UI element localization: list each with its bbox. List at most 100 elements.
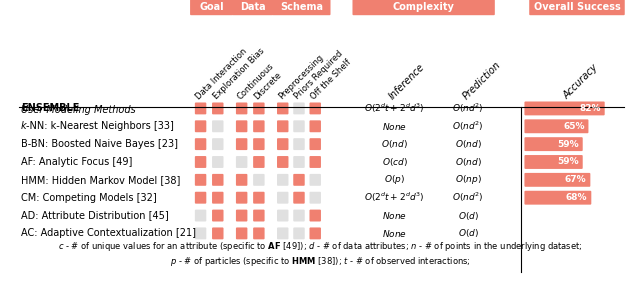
FancyBboxPatch shape bbox=[524, 173, 590, 187]
Text: $O(2^{d}t + 2^{d}d^{3})$: $O(2^{d}t + 2^{d}d^{3})$ bbox=[364, 191, 425, 204]
FancyBboxPatch shape bbox=[529, 0, 625, 15]
Text: 68%: 68% bbox=[566, 193, 588, 202]
FancyBboxPatch shape bbox=[310, 228, 321, 239]
FancyBboxPatch shape bbox=[195, 228, 206, 239]
FancyBboxPatch shape bbox=[293, 120, 305, 132]
Text: Complexity: Complexity bbox=[393, 2, 454, 12]
Text: Discrete: Discrete bbox=[253, 70, 284, 102]
FancyBboxPatch shape bbox=[236, 228, 248, 239]
FancyBboxPatch shape bbox=[212, 156, 223, 168]
Text: $O(p)$: $O(p)$ bbox=[384, 173, 405, 186]
FancyBboxPatch shape bbox=[195, 138, 206, 150]
FancyBboxPatch shape bbox=[524, 137, 582, 151]
FancyBboxPatch shape bbox=[253, 174, 264, 186]
FancyBboxPatch shape bbox=[277, 174, 289, 186]
FancyBboxPatch shape bbox=[195, 192, 206, 204]
FancyBboxPatch shape bbox=[277, 192, 289, 204]
Text: $O(nd^{2})$: $O(nd^{2})$ bbox=[452, 120, 484, 133]
FancyBboxPatch shape bbox=[277, 102, 289, 114]
FancyBboxPatch shape bbox=[253, 228, 264, 239]
FancyBboxPatch shape bbox=[277, 228, 289, 239]
Text: Priors Required: Priors Required bbox=[292, 50, 344, 102]
FancyBboxPatch shape bbox=[195, 102, 206, 114]
FancyBboxPatch shape bbox=[232, 0, 273, 15]
FancyBboxPatch shape bbox=[253, 210, 264, 221]
FancyBboxPatch shape bbox=[277, 120, 289, 132]
FancyBboxPatch shape bbox=[253, 192, 264, 204]
Text: $O(nd)$: $O(nd)$ bbox=[454, 156, 481, 168]
Text: AD: Attribute Distribution [45]: AD: Attribute Distribution [45] bbox=[21, 211, 169, 221]
Text: $O(nd)$: $O(nd)$ bbox=[454, 138, 481, 150]
Text: $O(nd^{2})$: $O(nd^{2})$ bbox=[452, 191, 484, 204]
Text: Data Interaction: Data Interaction bbox=[194, 47, 249, 102]
FancyBboxPatch shape bbox=[293, 228, 305, 239]
Text: k: k bbox=[21, 121, 27, 131]
FancyBboxPatch shape bbox=[272, 0, 330, 15]
FancyBboxPatch shape bbox=[212, 120, 223, 132]
Text: $O(np)$: $O(np)$ bbox=[454, 173, 481, 186]
FancyBboxPatch shape bbox=[310, 210, 321, 221]
Text: Overall Success: Overall Success bbox=[534, 2, 620, 12]
Text: Exploration Bias: Exploration Bias bbox=[211, 47, 266, 102]
FancyBboxPatch shape bbox=[277, 210, 289, 221]
FancyBboxPatch shape bbox=[236, 192, 248, 204]
Text: Data: Data bbox=[240, 2, 266, 12]
Text: 59%: 59% bbox=[557, 140, 579, 149]
FancyBboxPatch shape bbox=[212, 174, 223, 186]
Text: Goal: Goal bbox=[199, 2, 224, 12]
FancyBboxPatch shape bbox=[253, 120, 264, 132]
Text: ENSEMBLE: ENSEMBLE bbox=[21, 103, 79, 113]
FancyBboxPatch shape bbox=[353, 0, 495, 15]
FancyBboxPatch shape bbox=[253, 138, 264, 150]
FancyBboxPatch shape bbox=[195, 156, 206, 168]
Text: Off the Shelf: Off the Shelf bbox=[309, 58, 353, 102]
Text: $O(nd)$: $O(nd)$ bbox=[381, 138, 408, 150]
FancyBboxPatch shape bbox=[236, 120, 248, 132]
Text: Continuous: Continuous bbox=[236, 61, 275, 102]
FancyBboxPatch shape bbox=[524, 119, 588, 133]
FancyBboxPatch shape bbox=[236, 174, 248, 186]
FancyBboxPatch shape bbox=[236, 102, 248, 114]
FancyBboxPatch shape bbox=[195, 210, 206, 221]
FancyBboxPatch shape bbox=[310, 138, 321, 150]
FancyBboxPatch shape bbox=[212, 138, 223, 150]
FancyBboxPatch shape bbox=[293, 210, 305, 221]
FancyBboxPatch shape bbox=[212, 192, 223, 204]
FancyBboxPatch shape bbox=[293, 102, 305, 114]
Text: $O(2^{d}t + 2^{d}d^{3})$: $O(2^{d}t + 2^{d}d^{3})$ bbox=[364, 102, 425, 115]
Text: -NN: k-Nearest Neighbors [33]: -NN: k-Nearest Neighbors [33] bbox=[26, 121, 173, 131]
FancyBboxPatch shape bbox=[277, 156, 289, 168]
Text: 82%: 82% bbox=[579, 104, 601, 113]
Text: AF: Analytic Focus [49]: AF: Analytic Focus [49] bbox=[21, 157, 132, 167]
FancyBboxPatch shape bbox=[310, 156, 321, 168]
FancyBboxPatch shape bbox=[195, 174, 206, 186]
Text: $c$ - # of unique values for an attribute (specific to $\mathbf{AF}$ [49]); $d$ : $c$ - # of unique values for an attribut… bbox=[58, 240, 582, 268]
Text: HMM: Hidden Markov Model [38]: HMM: Hidden Markov Model [38] bbox=[21, 175, 180, 185]
FancyBboxPatch shape bbox=[524, 191, 591, 205]
Text: $O(d)$: $O(d)$ bbox=[458, 210, 479, 222]
FancyBboxPatch shape bbox=[212, 228, 223, 239]
Text: $\mathit{None}$: $\mathit{None}$ bbox=[382, 210, 407, 221]
FancyBboxPatch shape bbox=[524, 155, 582, 169]
FancyBboxPatch shape bbox=[293, 156, 305, 168]
Text: Accuracy: Accuracy bbox=[561, 63, 600, 102]
Text: Schema: Schema bbox=[280, 2, 323, 12]
FancyBboxPatch shape bbox=[293, 138, 305, 150]
FancyBboxPatch shape bbox=[236, 138, 248, 150]
FancyBboxPatch shape bbox=[236, 156, 248, 168]
FancyBboxPatch shape bbox=[212, 102, 223, 114]
FancyBboxPatch shape bbox=[310, 120, 321, 132]
FancyBboxPatch shape bbox=[310, 102, 321, 114]
FancyBboxPatch shape bbox=[293, 174, 305, 186]
FancyBboxPatch shape bbox=[195, 120, 206, 132]
Text: $O(d)$: $O(d)$ bbox=[458, 227, 479, 239]
FancyBboxPatch shape bbox=[310, 174, 321, 186]
Text: AC: Adaptive Contextualization [21]: AC: Adaptive Contextualization [21] bbox=[21, 228, 196, 238]
FancyBboxPatch shape bbox=[190, 0, 233, 15]
Text: Inference: Inference bbox=[387, 62, 427, 102]
Text: $O(nd^{2})$: $O(nd^{2})$ bbox=[452, 102, 484, 115]
Text: $O(cd)$: $O(cd)$ bbox=[381, 156, 408, 168]
Text: Preprocessing: Preprocessing bbox=[276, 53, 324, 102]
Text: 59%: 59% bbox=[557, 157, 579, 166]
Text: 65%: 65% bbox=[563, 122, 584, 131]
